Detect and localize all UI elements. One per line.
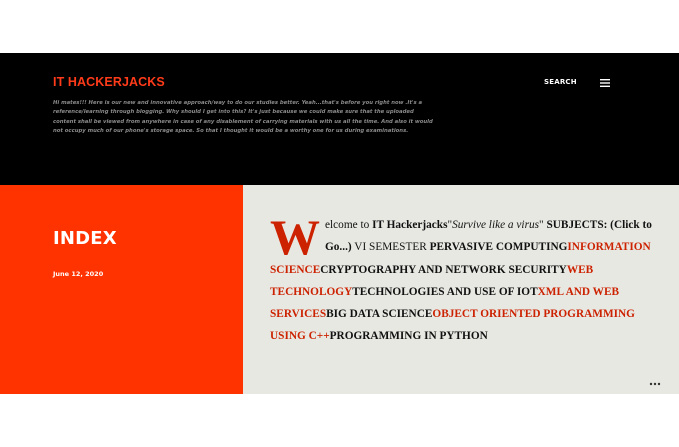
snippet-quote-close: " xyxy=(539,219,544,231)
hamburger-menu-icon[interactable] xyxy=(600,79,610,87)
snippet-quote-open: " xyxy=(447,219,453,231)
snippet-subjects-label: SUBJECTS: (Click to Go...) xyxy=(325,219,652,254)
subject-pervasive-computing: PERVASIVE COMPUTING xyxy=(429,241,568,254)
dropcap-letter: W xyxy=(270,209,320,265)
post-header-panel: INDEX June 12, 2020 xyxy=(0,185,243,394)
snippet-semester: VI SEMESTER xyxy=(351,241,430,254)
subject-xml-web-services: XML AND WEB SERVICES xyxy=(270,285,620,321)
subject-cryptography: CRYPTOGRAPHY AND NETWORK SECURITY xyxy=(320,263,567,276)
more-options-icon[interactable] xyxy=(649,382,661,386)
blog-title-link[interactable]: IT HACKERJACKS xyxy=(53,75,165,89)
subject-iot: TECHNOLOGIES AND USE OF IOT xyxy=(352,285,538,298)
subject-python: PROGRAMMING IN PYTHON xyxy=(329,330,488,343)
subject-web-technology: WEB TECHNOLOGY xyxy=(270,263,594,298)
blog-description: Hi mates!!! Here is our new and innovati… xyxy=(53,100,433,135)
post-title-link[interactable]: INDEX xyxy=(53,228,117,249)
snippet-motto: Survive like a virus xyxy=(452,219,540,231)
blog-header: IT HACKERJACKS Hi mates!!! Here is our n… xyxy=(0,53,679,185)
snippet-intro: elcome to xyxy=(325,219,373,231)
search-button[interactable]: SEARCH xyxy=(544,78,577,86)
subject-big-data: BIG DATA SCIENCE xyxy=(326,308,433,321)
subject-information-science: INFORMATION SCIENCE xyxy=(270,241,651,276)
snippet-brand: IT Hackerjacks xyxy=(372,219,448,231)
post-date[interactable]: June 12, 2020 xyxy=(53,270,104,278)
subject-oop-cpp: OBJECT ORIENTED PROGRAMMING USING C++ xyxy=(270,308,635,343)
